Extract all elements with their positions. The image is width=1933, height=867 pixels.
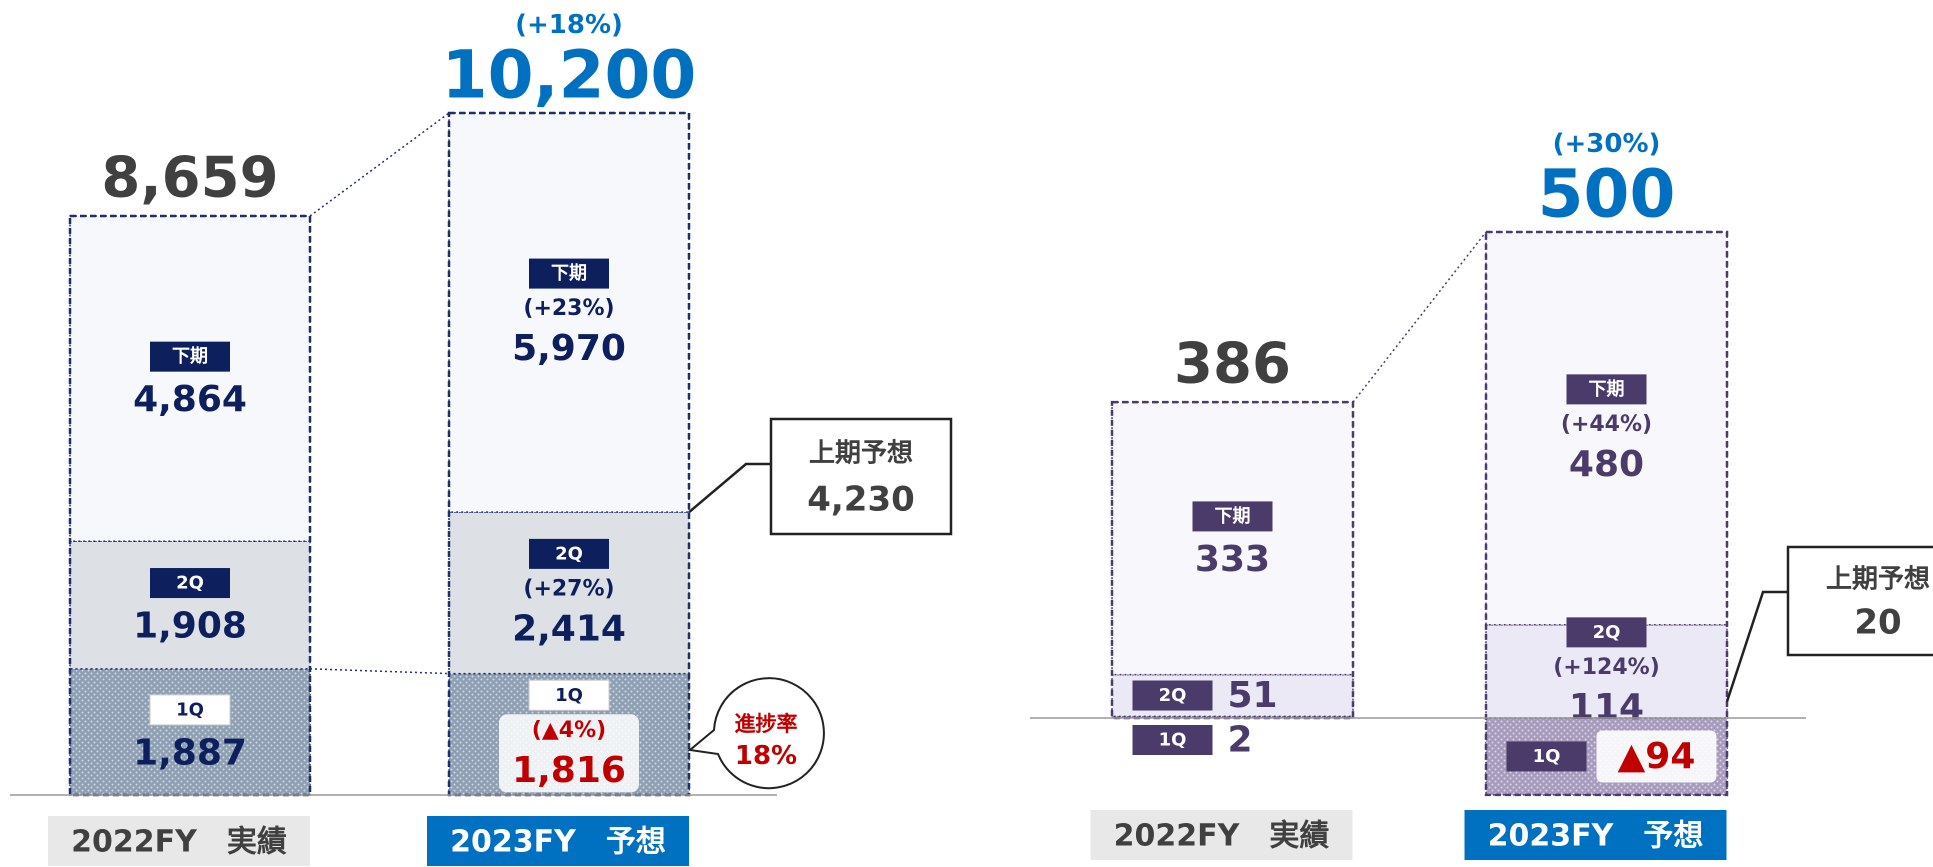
callout-leader: [1725, 590, 1788, 703]
series-tag-label: 1Q: [176, 699, 204, 720]
series-tag: [1566, 374, 1647, 405]
series-tag-label: 下期: [551, 263, 587, 284]
category-box: [48, 816, 310, 866]
value-box: [499, 714, 639, 793]
series-tag: [1132, 680, 1213, 711]
change-label: (+44%): [1561, 412, 1652, 437]
value-label: 5,970: [512, 328, 626, 369]
bar-segment: [1485, 231, 1728, 626]
series-tag: [1132, 725, 1213, 755]
change-label: (▲4%): [532, 718, 606, 743]
value-label: 1,908: [133, 606, 247, 647]
series-tag: [529, 538, 609, 569]
callout-box: [1786, 545, 1933, 657]
value-label: 114: [1569, 687, 1644, 728]
callout-leader: [688, 462, 771, 514]
callout-title: 上期予想: [1826, 564, 1930, 594]
series-tag-label: 1Q: [1533, 746, 1561, 767]
total-label: 10,200: [442, 37, 697, 114]
bar-outline: [1110, 400, 1355, 720]
value-label: 51: [1228, 675, 1278, 716]
value-label: 333: [1195, 539, 1270, 580]
bar-segment: [1111, 401, 1354, 676]
category-label: 2022FY 実績: [71, 825, 287, 860]
series-tag: [1566, 617, 1647, 648]
value-label: ▲94: [1618, 736, 1696, 777]
category-box: [1464, 810, 1727, 860]
note-value: 18%: [735, 741, 797, 771]
value-label: 2,414: [512, 608, 626, 649]
bar-segment: [448, 112, 690, 513]
connector: [309, 112, 450, 217]
value-label: 480: [1569, 444, 1644, 485]
value-box: [1596, 730, 1717, 783]
callout-value: 4,230: [807, 480, 915, 520]
series-tag-label: 1Q: [555, 685, 583, 706]
bar-pattern: [70, 668, 310, 795]
category-label: 2022FY 実績: [1114, 819, 1330, 854]
value-label: 1,887: [133, 732, 247, 773]
change-label: (+27%): [523, 576, 614, 601]
total-change-label: (+30%): [1553, 129, 1661, 159]
total-label: 8,659: [101, 146, 278, 211]
series-tag-label: 下期: [1589, 379, 1625, 400]
series-tag: [1192, 501, 1273, 532]
change-label: (+23%): [523, 296, 614, 321]
series-tag-label: 下期: [172, 346, 208, 367]
series-tag: [1506, 741, 1587, 772]
value-label: 4,864: [133, 379, 247, 420]
callout-value: 20: [1854, 603, 1901, 643]
series-tag: [529, 258, 609, 289]
note-label: 進捗率: [735, 712, 798, 736]
series-tag-label: 下期: [1215, 506, 1251, 527]
bar-outline: [1484, 230, 1729, 797]
series-tag: [150, 568, 230, 599]
category-label: 2023FY 予想: [1488, 819, 1704, 854]
value-label: 2: [1228, 720, 1253, 761]
category-label: 2023FY 予想: [450, 825, 666, 860]
connector: [309, 668, 450, 675]
value-label: 1,816: [512, 750, 626, 791]
category-box: [1090, 810, 1353, 860]
series-tag-label: 2Q: [1159, 685, 1187, 706]
series-tag-label: 2Q: [555, 543, 583, 564]
total-change-label: (+18%): [515, 10, 623, 40]
total-label: 500: [1538, 156, 1676, 233]
series-tag-label: 2Q: [176, 573, 204, 594]
bar-pattern: [1112, 716, 1353, 718]
bar-outline: [68, 214, 312, 797]
series-tag-label: 2Q: [1593, 622, 1621, 643]
series-tag-label: 1Q: [1159, 730, 1187, 751]
series-tag: [149, 694, 231, 726]
total-label: 386: [1174, 332, 1291, 397]
category-box: [427, 816, 689, 866]
callout-title: 上期予想: [809, 439, 913, 469]
note-bubble: [687, 677, 825, 790]
change-label: (+124%): [1553, 655, 1660, 680]
series-tag: [528, 679, 610, 711]
connector: [1352, 231, 1487, 403]
callout-box: [769, 417, 953, 536]
series-tag: [150, 341, 230, 372]
